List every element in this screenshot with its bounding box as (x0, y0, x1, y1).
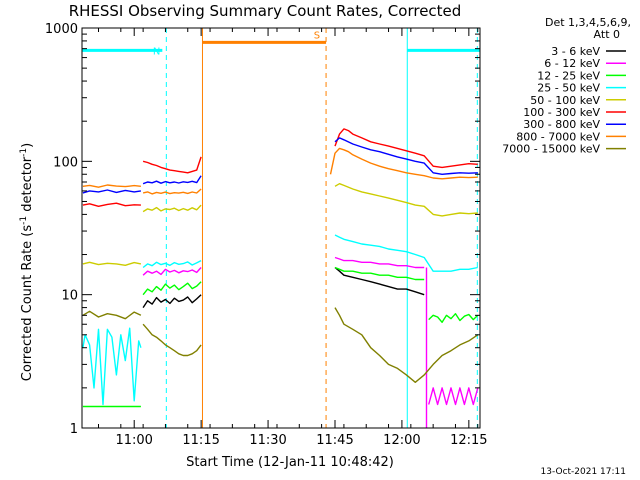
series-2-segment-2 (334, 256, 425, 269)
x-axis-label: Start Time (12-Jan-11 10:48:42) (186, 455, 394, 470)
series-3 (82, 266, 479, 408)
series-4 (82, 234, 478, 406)
render-timestamp: 13-Oct-2021 17:11 (541, 467, 626, 477)
legend-header-line-2: Att 0 (594, 28, 620, 41)
series-5-segment-2 (334, 182, 478, 217)
series-9-segment-1 (142, 323, 202, 357)
series-8-segment-1 (142, 188, 202, 195)
series-6-segment-0 (82, 202, 141, 208)
series-8 (82, 147, 478, 195)
legend-header-line-1: Det 1,3,4,5,6,9, (545, 16, 631, 29)
series-7-segment-2 (334, 137, 478, 176)
series-5 (82, 182, 478, 266)
series-6 (82, 128, 478, 208)
plot-clip-group (82, 28, 480, 428)
y-tick-label-1: 10 (61, 289, 78, 304)
series-4-segment-2 (334, 234, 478, 272)
series-5-segment-0 (82, 261, 142, 266)
legend-label-4: 25 - 50 keV (537, 82, 600, 95)
y-axis-label: Corrected Count Rate (s-1 detector-1) (19, 143, 35, 381)
legend-label-9: 7000 - 15000 keV (502, 143, 600, 156)
x-tick-label-4: 12:00 (383, 433, 420, 448)
y-axis-label-part-1: Corrected Count Rate (s (20, 225, 35, 382)
legend-label-1: 3 - 6 keV (551, 45, 600, 58)
series-8-segment-0 (82, 184, 141, 188)
legend-label-6: 100 - 300 keV (523, 106, 600, 119)
series-5-segment-1 (142, 204, 202, 213)
y-axis-label-part-2: detector (20, 156, 35, 216)
y-tick-label-3: 1000 (45, 22, 78, 37)
series-4-segment-0 (82, 327, 142, 406)
series-4-segment-1 (142, 259, 202, 269)
series-1-segment-0 (142, 294, 202, 308)
plot-content: NS (82, 28, 480, 428)
series-9 (82, 307, 479, 383)
series-7 (82, 137, 478, 194)
x-tick-label-5: 12:15 (450, 433, 487, 448)
legend-label-7: 300 - 800 keV (523, 118, 600, 131)
x-tick-label-3: 11:45 (316, 433, 353, 448)
series-3-segment-3 (428, 313, 479, 323)
series-6-segment-1 (142, 156, 202, 174)
legend-label-2: 6 - 12 keV (544, 57, 600, 70)
chart-title: RHESSI Observing Summary Count Rates, Co… (69, 2, 462, 20)
legend-label-5: 50 - 100 keV (530, 94, 600, 107)
y-axis-label-sup-1: -1 (19, 216, 29, 225)
series-2-segment-1 (142, 267, 202, 276)
series-2 (142, 256, 479, 428)
y-axis-label-part-3: ) (20, 143, 35, 148)
series-2-segment-4 (428, 387, 479, 406)
series-9-segment-0 (82, 310, 142, 320)
series-6-segment-2 (334, 128, 478, 169)
x-tick-label-2: 11:30 (249, 433, 286, 448)
y-tick-label-2: 100 (53, 155, 78, 170)
series-9-segment-2 (334, 307, 479, 383)
y-axis-label-sup-2: -1 (19, 148, 29, 157)
y-tick-label-0: 1 (70, 422, 78, 437)
series-7-segment-1 (142, 175, 202, 185)
legend-label-3: 12 - 25 keV (537, 69, 600, 82)
series-7-segment-0 (82, 189, 142, 194)
series-1 (142, 266, 425, 308)
legend-label-8: 800 - 7000 keV (516, 130, 600, 143)
series-8-segment-2 (329, 147, 478, 180)
x-tick-label-0: 11:00 (115, 433, 152, 448)
axes-ticks: 11:00 11:15 11:30 11:45 12:00 12:15 1 10 100 1000 (45, 22, 488, 448)
series-3-segment-2 (334, 266, 425, 281)
series-3-segment-1 (142, 281, 202, 296)
plot-frame (81, 27, 481, 429)
state-bar-label-n: N (153, 46, 160, 57)
x-tick-label-1: 11:15 (182, 433, 219, 448)
state-bar-label-s: S (314, 30, 320, 41)
series-1-segment-1 (334, 266, 425, 296)
